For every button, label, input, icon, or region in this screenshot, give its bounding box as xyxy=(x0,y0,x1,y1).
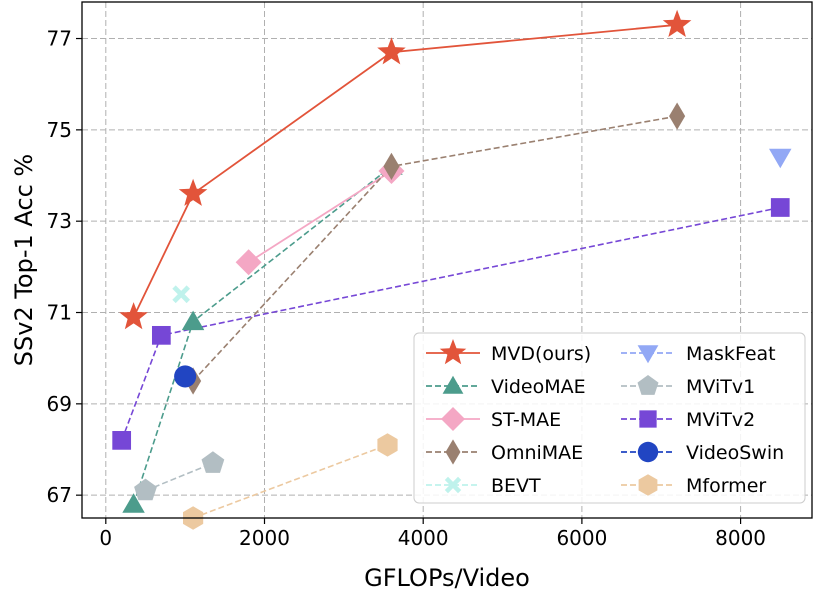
y-tick-label: 75 xyxy=(47,118,72,142)
grid xyxy=(82,2,812,518)
point-mvd-ours xyxy=(178,178,208,206)
plot-frame xyxy=(81,1,813,519)
legend-label-bevt: BEVT xyxy=(491,475,541,497)
point-mvitv2 xyxy=(112,431,132,450)
axis-ticks: 0 2000 4000 6000 8000 67 69 71 73 75 77 xyxy=(47,27,766,550)
series-line-st-mae xyxy=(248,170,392,264)
y-axis-label: SSv2 Top-1 Acc % xyxy=(10,154,38,366)
legend: MVD(ours) VideoMAE ST-MAE OmniMAE BEVT MaskFe… xyxy=(413,332,806,504)
point-st-mae xyxy=(235,249,262,276)
y-tick-label: 71 xyxy=(47,301,72,325)
x-tick-label: 2000 xyxy=(239,526,290,550)
legend-label-mvitv1: MViTv1 xyxy=(686,376,755,398)
legend-label-videomae: VideoMAE xyxy=(491,376,586,398)
legend-label-maskfeat: MaskFeat xyxy=(686,343,776,365)
point-videoswin xyxy=(174,365,197,388)
y-tick-label: 77 xyxy=(47,27,72,51)
legend-label-mvitv2: MViTv2 xyxy=(686,409,755,431)
legend-box xyxy=(413,332,806,504)
point-omnimae xyxy=(383,152,400,181)
legend-marker-mvitv2 xyxy=(639,410,657,428)
point-mvd-ours xyxy=(377,37,406,65)
legend-marker-maskfeat xyxy=(637,345,659,364)
legend-label-omnimae: OmniMAE xyxy=(491,442,583,464)
point-bevt xyxy=(172,285,190,304)
series-line-mvd-ours xyxy=(132,23,678,318)
series-line-mformer xyxy=(192,444,388,519)
legend-label-videoswin: VideoSwin xyxy=(686,442,784,464)
point-videomae xyxy=(181,310,205,331)
x-tick-label: 0 xyxy=(99,526,112,550)
x-tick-label: 4000 xyxy=(398,526,449,550)
point-mformer xyxy=(377,433,398,457)
legend-label-mvd-ours: MVD(ours) xyxy=(491,343,591,365)
x-axis-label: GFLOPs/Video xyxy=(364,564,530,591)
series-line-mvitv1 xyxy=(145,462,214,492)
legend-label-mformer: Mformer xyxy=(686,475,766,497)
legend-marker-st-mae xyxy=(441,407,465,431)
legend-marker-mformer xyxy=(638,474,658,496)
legend-marker-bevt xyxy=(444,476,462,494)
point-mvitv1 xyxy=(201,451,225,473)
y-tick-label: 69 xyxy=(47,392,72,416)
legend-label-st-mae: ST-MAE xyxy=(491,409,561,431)
point-mvitv1 xyxy=(134,478,157,501)
point-videomae xyxy=(122,493,145,513)
legend-marker-omnimae xyxy=(445,439,461,465)
x-tick-label: 8000 xyxy=(715,526,766,550)
legend-marker-mvitv1 xyxy=(637,375,659,395)
point-mvd-ours xyxy=(662,9,692,38)
point-mvitv2 xyxy=(151,325,171,345)
y-tick-label: 67 xyxy=(47,483,72,507)
legend-marker-videomae xyxy=(442,375,464,394)
series-markers xyxy=(112,9,792,530)
x-tick-label: 6000 xyxy=(556,526,607,550)
point-maskfeat xyxy=(769,148,792,169)
legend-marker-videoswin xyxy=(637,441,659,463)
point-omnimae xyxy=(669,102,686,130)
point-mvitv2 xyxy=(770,198,790,217)
point-mvd-ours xyxy=(119,302,148,330)
legend-marker-mvd-ours xyxy=(439,339,467,365)
y-tick-label: 73 xyxy=(47,209,72,233)
